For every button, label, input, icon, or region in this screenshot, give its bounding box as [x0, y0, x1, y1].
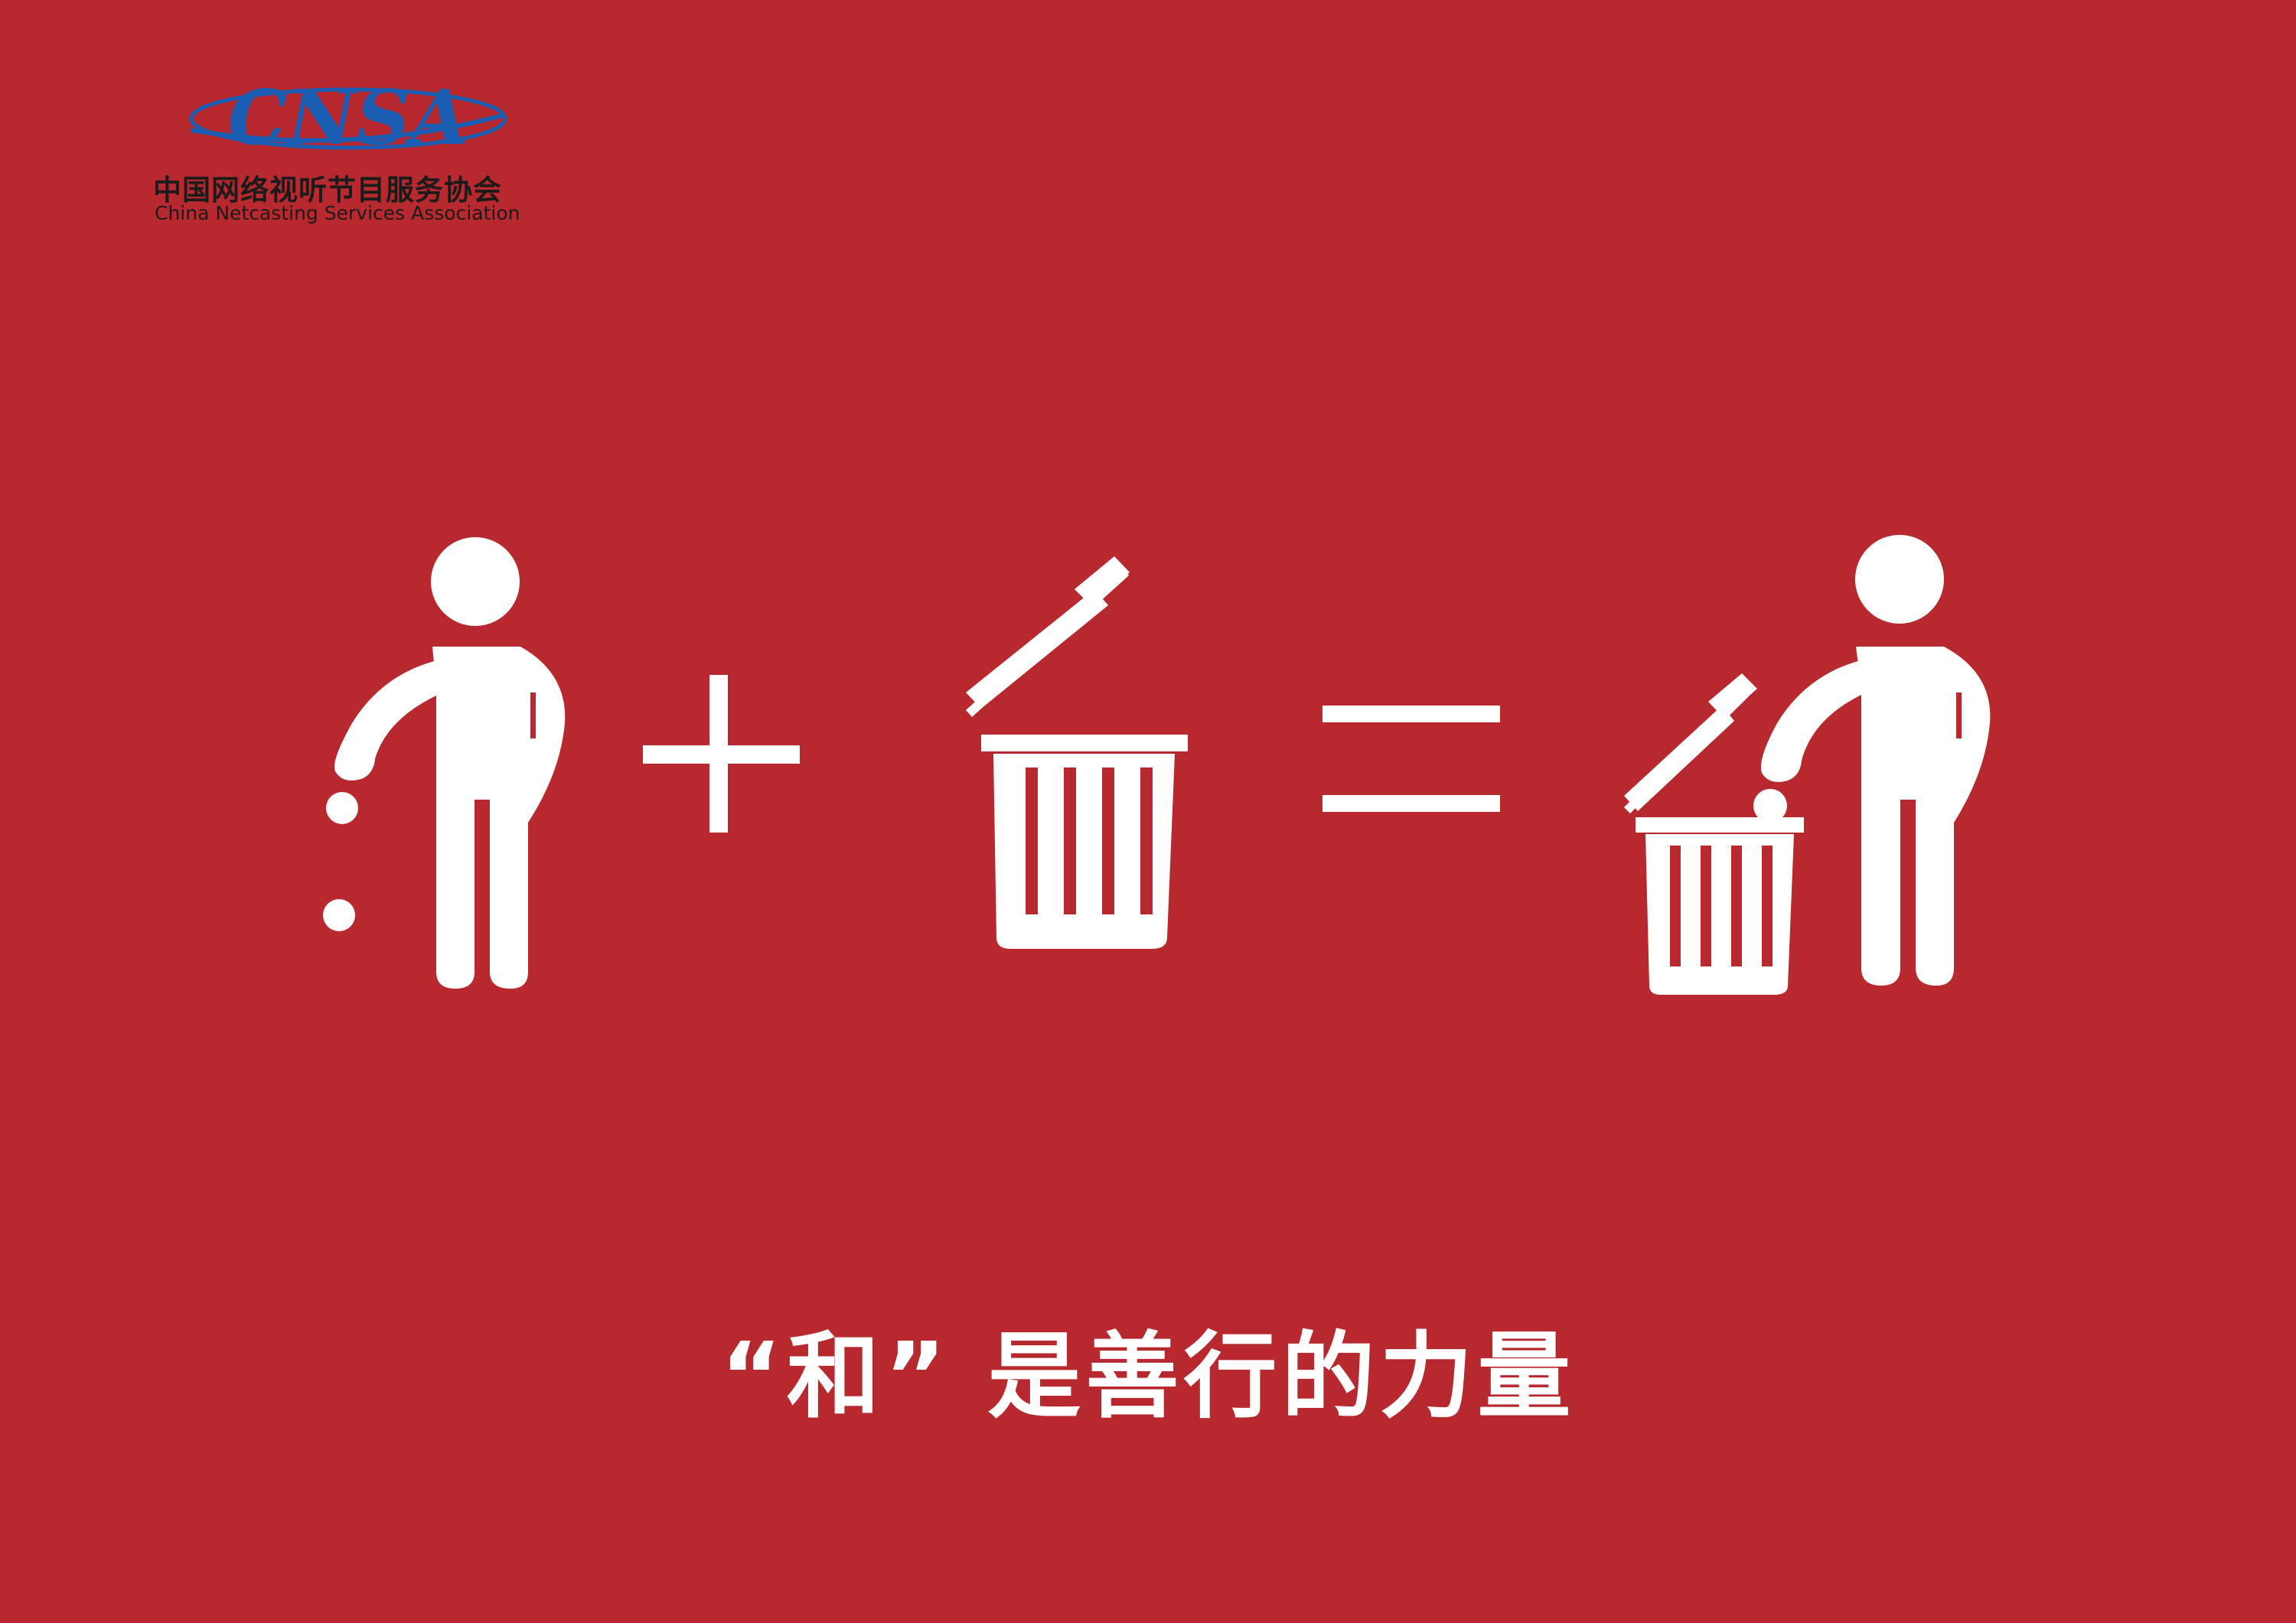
- logo-swoosh-accent-icon: [191, 112, 506, 143]
- logo-swoosh-icon: [189, 87, 507, 150]
- slogan-text: “和” 是善行的力量: [720, 1322, 1576, 1431]
- trash-can-open-icon: [966, 556, 1188, 949]
- person-dropping-litter-icon: [323, 537, 566, 989]
- trash-can-slots: [1026, 768, 1153, 914]
- cnsa-logo: CNSA: [189, 74, 507, 162]
- equals-icon: [1322, 706, 1500, 812]
- logo-wordmark: CNSA: [228, 74, 468, 162]
- arm-gap-detail-2: [1956, 693, 1962, 738]
- organization-name-cn: 中国网络视听节目服务协会: [153, 174, 502, 207]
- small-trash-can-slots: [1670, 846, 1773, 966]
- organization-name-en: China Netcasting Services Association: [155, 202, 520, 224]
- plus-icon: [643, 675, 800, 833]
- arm-gap-detail: [530, 693, 536, 738]
